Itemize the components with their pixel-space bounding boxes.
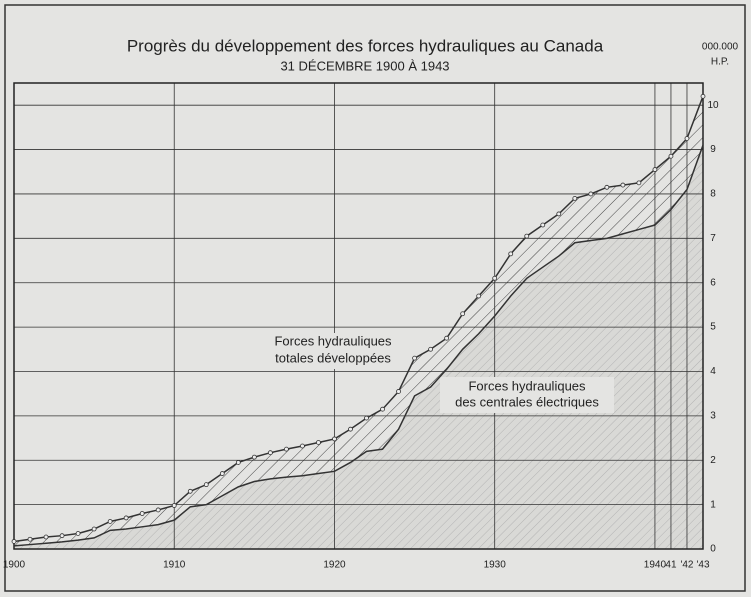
x-tick-label: 1920	[323, 560, 346, 571]
x-tick-label: 1940	[644, 560, 667, 571]
line	[13, 144, 704, 547]
x-tick-label: 1930	[484, 560, 507, 571]
point	[364, 415, 369, 421]
point	[412, 355, 417, 361]
x-tick-label: '43	[696, 560, 709, 571]
point	[380, 406, 385, 412]
point	[492, 275, 498, 281]
x-tick-label: 1910	[163, 560, 186, 571]
point	[668, 153, 674, 159]
annotation: totales développées	[275, 350, 391, 365]
plot-border	[13, 82, 704, 550]
point	[59, 533, 65, 539]
chart-subtitle: 31 DÉCEMBRE 1900 À 1943	[280, 58, 449, 73]
y-axis-label: H.P.	[711, 57, 729, 68]
y-tick-label: 0	[710, 544, 716, 555]
point	[235, 460, 241, 465]
point	[251, 454, 257, 460]
point	[332, 436, 337, 442]
y-tick-label: 6	[710, 277, 716, 288]
point	[572, 195, 578, 201]
y-tick-label: 2	[710, 455, 716, 466]
point	[75, 531, 81, 536]
point	[476, 293, 482, 299]
point	[348, 426, 353, 432]
point	[460, 311, 466, 317]
point	[652, 167, 658, 172]
point	[171, 503, 177, 508]
area	[14, 145, 703, 549]
point	[43, 534, 49, 540]
y-tick-label: 1	[710, 499, 716, 510]
x-tick-label: 41	[665, 560, 677, 571]
y-tick-label: 7	[710, 233, 716, 244]
annotation: Forces hydrauliques	[468, 378, 586, 393]
point	[620, 182, 626, 188]
point	[155, 507, 161, 513]
x-tick-label: '42	[680, 560, 693, 571]
x-tick-label: 1900	[3, 560, 26, 571]
point	[636, 180, 642, 186]
point	[27, 536, 33, 542]
point	[588, 191, 594, 197]
point	[316, 440, 321, 445]
y-tick-label: 8	[710, 189, 716, 200]
annotation: Forces hydrauliques	[274, 333, 392, 348]
point	[139, 511, 145, 516]
y-tick-label: 9	[710, 144, 716, 155]
point	[508, 251, 514, 257]
point	[267, 450, 273, 456]
y-tick-label: 10	[707, 100, 719, 111]
point	[91, 526, 97, 532]
y-tick-label: 4	[710, 366, 716, 377]
point	[123, 515, 129, 521]
chart-title: Progrès du développement des forces hydr…	[127, 36, 604, 55]
y-tick-label: 3	[710, 410, 716, 421]
point	[700, 93, 706, 99]
point	[540, 222, 546, 228]
point	[524, 233, 530, 239]
point	[684, 136, 690, 141]
point	[396, 389, 401, 394]
annotation-bg	[265, 333, 401, 369]
annotation: des centrales électriques	[455, 394, 599, 409]
point	[604, 184, 610, 190]
annotation-bg	[440, 377, 614, 413]
y-tick-label: 5	[710, 322, 716, 333]
y-axis-label: 000.000	[702, 42, 739, 53]
point	[107, 519, 113, 524]
point	[300, 443, 305, 449]
line	[13, 96, 704, 543]
point	[187, 488, 193, 494]
point	[203, 482, 209, 488]
point	[11, 539, 17, 544]
point	[556, 211, 562, 217]
point	[428, 346, 434, 352]
point	[219, 471, 225, 476]
point	[444, 335, 450, 341]
point	[283, 446, 289, 452]
